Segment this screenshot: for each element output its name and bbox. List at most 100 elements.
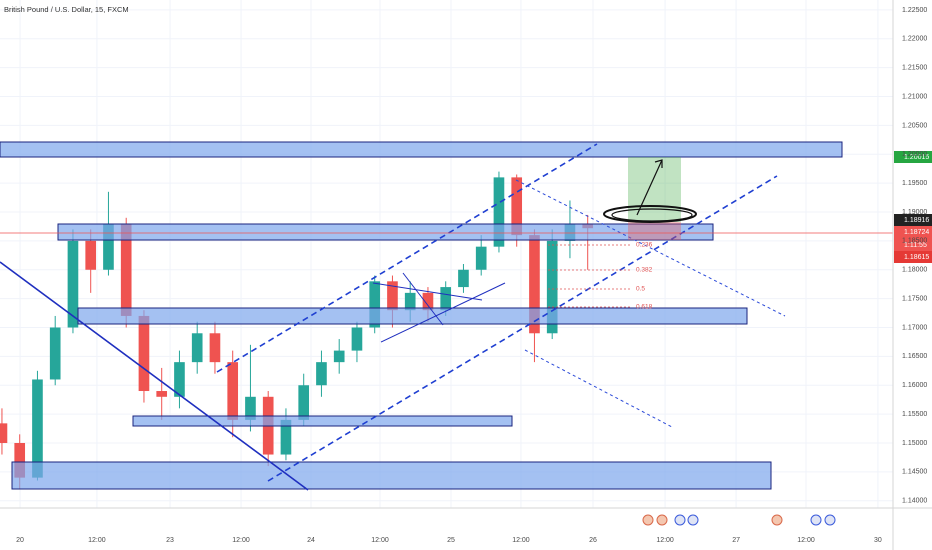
fib-label: 0.618 (636, 304, 653, 311)
y-tick-label: 1.14000 (902, 498, 927, 505)
event-icon (687, 514, 699, 526)
countdown: 1:11:55 (904, 242, 927, 249)
candle-body (458, 269, 469, 288)
candle-body (333, 350, 345, 363)
y-tick-label: 1.16000 (902, 382, 927, 389)
fib-label: 0.382 (636, 267, 653, 274)
y-tick-label: 1.22000 (902, 36, 927, 43)
x-tick-label: 12:00 (232, 537, 250, 544)
grid (0, 0, 893, 508)
price-tag (894, 251, 932, 263)
trend-line (0, 261, 309, 491)
event-icon (674, 514, 686, 526)
arrow-head (654, 159, 663, 168)
y-tick-label: 1.16500 (902, 353, 927, 360)
candle-body (14, 442, 26, 478)
price-tag (894, 214, 932, 226)
candle-body (351, 327, 363, 351)
y-tick-label: 1.21000 (902, 93, 927, 100)
zone (11, 461, 772, 490)
x-tick-label: 27 (732, 537, 740, 544)
x-tick-label: 12:00 (512, 537, 530, 544)
candle-body (529, 235, 540, 334)
candles (0, 171, 594, 490)
y-tick-label: 1.17000 (902, 324, 927, 331)
event-icon (810, 514, 822, 526)
y-tick-label: 1.18000 (902, 267, 927, 274)
candle-body (475, 246, 487, 270)
x-tick-label: 23 (166, 537, 174, 544)
candle-body (138, 315, 150, 392)
channel-line (216, 143, 598, 373)
circle-mark (611, 208, 693, 222)
triangle-line (402, 272, 444, 326)
y-tick-label: 1.22500 (902, 7, 927, 14)
event-icon (824, 514, 836, 526)
y-tick-label: 1.19000 (902, 209, 927, 216)
x-tick-label: 20 (16, 537, 24, 544)
candle-body (404, 292, 416, 311)
price-tag-label: 1.18615 (904, 254, 929, 261)
candle-body (511, 177, 523, 236)
triangle-line (380, 282, 506, 343)
circle-mark (603, 205, 697, 223)
event-icon (656, 514, 668, 526)
x-tick-label: 12:00 (797, 537, 815, 544)
target-box (628, 157, 681, 222)
price-tag-label: 1.18916 (904, 217, 929, 224)
candle-body (174, 362, 185, 397)
candle-body (49, 327, 61, 380)
stop-box (628, 222, 681, 240)
events (642, 514, 836, 526)
x-tick-label: 12:00 (656, 537, 674, 544)
drawings: 0.236 0.382 0.5 0.618 (0, 141, 893, 491)
zone (57, 223, 714, 241)
x-tick-label: 30 (874, 537, 882, 544)
zone (77, 307, 748, 325)
candle-body (191, 333, 203, 363)
down-channel (515, 179, 786, 317)
candle-body (120, 223, 132, 316)
y-tick-label: 1.15000 (902, 440, 927, 447)
candle-body (209, 333, 221, 363)
y-tick-label: 1.21500 (902, 65, 927, 72)
candle-body (0, 423, 8, 443)
event-icon (642, 514, 654, 526)
x-tick-label: 12:00 (371, 537, 389, 544)
y-tick-label: 1.18500 (902, 238, 927, 245)
x-tick-label: 24 (307, 537, 315, 544)
price-tag-label: 1.20015 (904, 154, 929, 161)
price-tag (894, 226, 932, 251)
candle-body (316, 362, 327, 386)
candle-body (32, 379, 43, 478)
candle-body (67, 240, 79, 328)
zone (132, 415, 513, 427)
candle-body (156, 391, 168, 397)
candle-body (387, 281, 398, 311)
triangle-line (372, 282, 483, 301)
y-tick-label: 1.17500 (902, 295, 927, 302)
fib-label: 0.236 (636, 242, 653, 249)
candle-body (227, 362, 239, 420)
candle-body (245, 396, 256, 420)
candle-body (422, 292, 434, 311)
event-icon (771, 514, 783, 526)
y-tick-label: 1.20000 (902, 151, 927, 158)
y-tick-label: 1.19500 (902, 180, 927, 187)
y-tick-label: 1.14500 (902, 469, 927, 476)
candle-body (103, 223, 114, 270)
candle-body (546, 240, 558, 334)
candle-body (369, 281, 381, 328)
channel-line (267, 175, 778, 482)
x-tick-label: 12:00 (88, 537, 106, 544)
price-tag (894, 151, 932, 163)
zone (0, 141, 843, 158)
down-channel (524, 349, 673, 428)
y-tick-label: 1.20500 (902, 122, 927, 129)
fib-label: 0.5 (636, 286, 645, 293)
candle-body (440, 287, 452, 311)
x-tick-label: 26 (589, 537, 597, 544)
candle-body (298, 385, 310, 420)
candle-body (493, 177, 505, 247)
